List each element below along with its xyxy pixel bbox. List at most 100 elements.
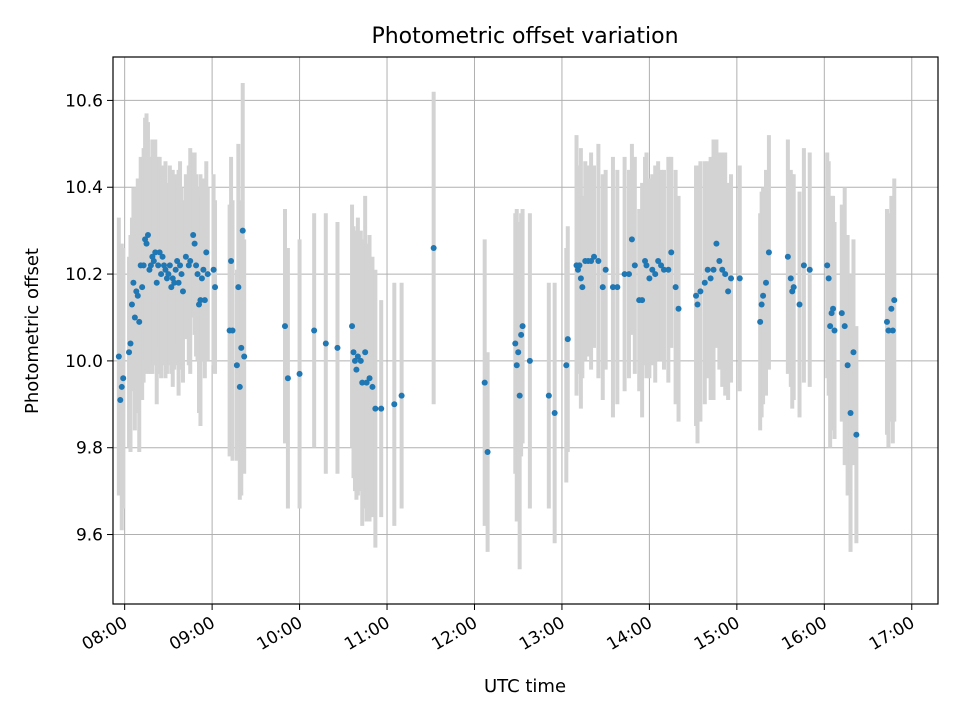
data-point — [179, 288, 186, 295]
data-point — [625, 271, 632, 278]
data-point — [136, 318, 143, 325]
data-point — [652, 271, 659, 278]
data-point — [353, 366, 360, 373]
data-point — [115, 353, 122, 360]
data-point — [844, 362, 851, 369]
data-point — [668, 249, 675, 256]
data-point — [130, 279, 137, 286]
data-point — [481, 379, 488, 386]
data-point — [757, 318, 764, 325]
data-point — [150, 258, 157, 265]
data-point — [545, 392, 552, 399]
data-point — [515, 349, 522, 356]
data-point — [704, 266, 711, 273]
y-axis-ticks: 9.6 9.8 10.0 10.2 10.4 10.6 — [65, 91, 113, 546]
y-tick-label: 9.6 — [76, 526, 103, 546]
y-tick-label: 10.6 — [65, 91, 103, 111]
data-point — [763, 279, 770, 286]
data-point — [850, 349, 857, 356]
data-point — [162, 266, 169, 273]
data-point — [372, 405, 379, 412]
data-point — [210, 266, 217, 273]
data-points — [115, 227, 898, 456]
data-point — [787, 275, 794, 282]
chart-title: Photometric offset variation — [371, 24, 678, 49]
data-point — [311, 327, 318, 334]
y-axis-label: Photometric offset — [22, 248, 43, 414]
data-point — [159, 253, 166, 260]
data-point — [177, 262, 184, 269]
data-point — [143, 240, 150, 247]
data-point — [233, 362, 240, 369]
data-point — [168, 284, 175, 291]
data-point — [512, 340, 519, 347]
data-point — [800, 262, 807, 269]
data-point — [736, 275, 743, 282]
data-point — [156, 249, 163, 256]
data-point — [716, 258, 723, 265]
data-point — [128, 301, 135, 308]
data-point — [193, 262, 200, 269]
data-point — [334, 344, 341, 351]
data-point — [238, 344, 245, 351]
data-point — [354, 353, 361, 360]
data-point — [765, 249, 772, 256]
data-point — [516, 392, 523, 399]
data-point — [229, 327, 236, 334]
data-point — [228, 258, 235, 265]
data-point — [722, 271, 729, 278]
data-point — [398, 392, 405, 399]
data-point — [760, 292, 767, 299]
data-point — [577, 275, 584, 282]
data-point — [841, 323, 848, 330]
data-point — [152, 249, 159, 256]
data-point — [701, 279, 708, 286]
data-point — [621, 271, 628, 278]
grid — [113, 57, 938, 604]
data-point — [728, 275, 735, 282]
data-point — [675, 305, 682, 312]
data-point — [165, 271, 172, 278]
data-point — [830, 305, 837, 312]
data-point — [609, 284, 616, 291]
data-point — [710, 266, 717, 273]
data-point — [579, 284, 586, 291]
data-point — [694, 301, 701, 308]
data-point — [665, 266, 672, 273]
data-point — [166, 262, 173, 269]
data-point — [134, 292, 141, 299]
data-point — [190, 231, 197, 238]
data-point — [191, 240, 198, 247]
data-point — [296, 370, 303, 377]
data-point — [140, 262, 147, 269]
data-point — [200, 266, 207, 273]
data-point — [591, 253, 598, 260]
data-point — [182, 253, 189, 260]
data-point — [847, 409, 854, 416]
data-point — [519, 323, 526, 330]
data-point — [883, 318, 890, 325]
data-point — [349, 323, 356, 330]
data-point — [378, 405, 385, 412]
y-tick-label: 10.0 — [65, 352, 103, 372]
data-point — [719, 266, 726, 273]
data-point — [639, 297, 646, 304]
data-point — [888, 305, 895, 312]
data-point — [172, 266, 179, 273]
data-point — [131, 314, 138, 321]
data-point — [824, 262, 831, 269]
data-point — [322, 340, 329, 347]
plot-frame — [112, 56, 939, 605]
data-point — [362, 349, 369, 356]
data-point — [430, 245, 437, 252]
data-point — [357, 357, 364, 364]
data-point — [513, 362, 520, 369]
data-point — [204, 271, 211, 278]
data-point — [576, 262, 583, 269]
data-point — [369, 383, 376, 390]
data-point — [198, 275, 205, 282]
data-point — [158, 271, 165, 278]
data-point — [649, 266, 656, 273]
data-point — [628, 236, 635, 243]
data-point — [885, 327, 892, 334]
